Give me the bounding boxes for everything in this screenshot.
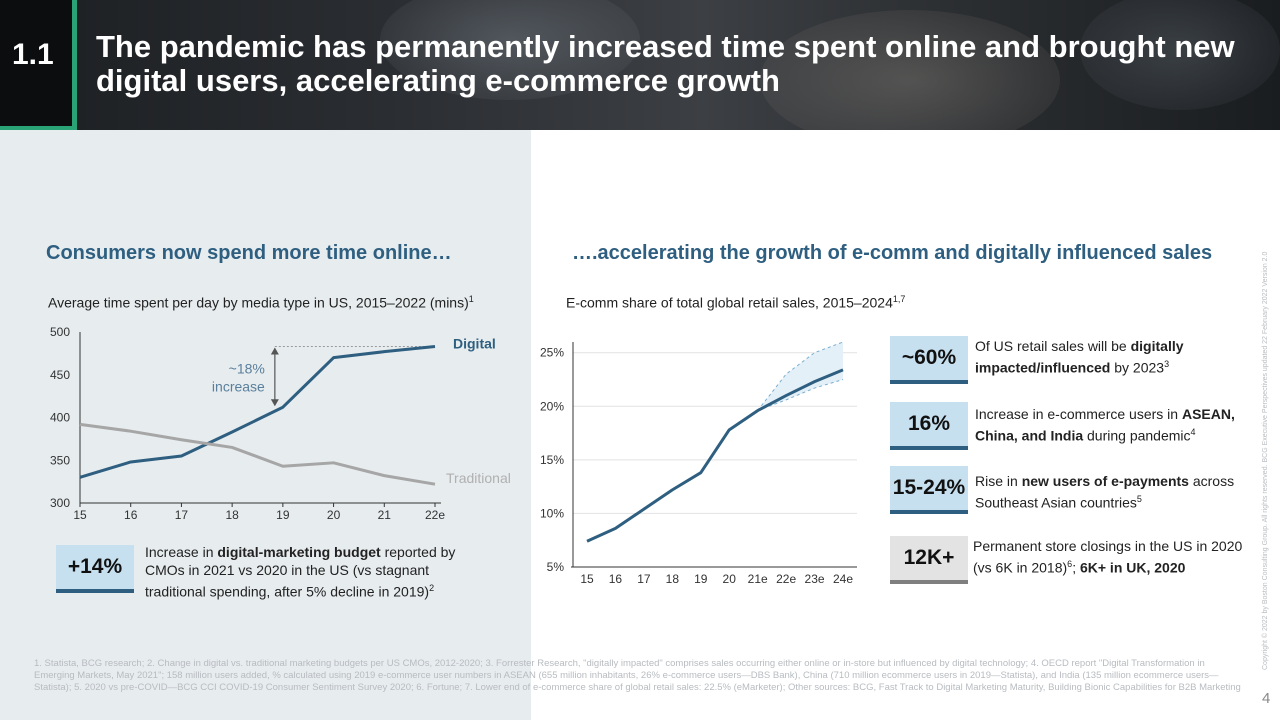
x-tick-label: 23e bbox=[805, 572, 825, 586]
stat-text-epayments: Rise in new users of e-payments across S… bbox=[975, 472, 1265, 512]
stat0-post: by 2023 bbox=[1110, 359, 1165, 376]
stat-box-ecommerce-users: 16% bbox=[890, 402, 968, 450]
x-tick-label: 21 bbox=[378, 508, 392, 522]
stat0-pre: Of US retail sales will be bbox=[975, 338, 1131, 354]
annotation-arrowhead-up bbox=[270, 347, 279, 355]
y-tick-label: 5% bbox=[547, 560, 565, 574]
annotation-text-line2: increase bbox=[212, 379, 265, 395]
left-chart-subtitle-text: Average time spent per day by media type… bbox=[48, 294, 469, 311]
y-tick-label: 450 bbox=[50, 368, 70, 382]
stat-box-marketing-budget: +14% bbox=[56, 545, 134, 593]
x-tick-label: 17 bbox=[637, 572, 651, 586]
footnotes: 1. Statista, BCG research; 2. Change in … bbox=[34, 658, 1241, 693]
y-tick-label: 20% bbox=[540, 399, 564, 413]
x-tick-label: 16 bbox=[124, 508, 138, 522]
x-tick-label: 22e bbox=[776, 572, 796, 586]
ecommerce-share-chart: 5% 10% 15% 20% 25% 15 16 17 18 19 20 21e 22e 23e 24e bbox=[540, 341, 857, 586]
annotation-text-line1: ~18% bbox=[229, 361, 265, 377]
stat-box-digital-influenced: ~60% bbox=[890, 336, 968, 384]
series-line-traditional bbox=[79, 422, 436, 486]
page-number: 4 bbox=[1262, 690, 1271, 707]
left-heading: Consumers now spend more time online… bbox=[46, 242, 452, 264]
page-title: The pandemic has permanently increased t… bbox=[96, 29, 1235, 98]
series-label-digital: Digital bbox=[453, 336, 496, 352]
header-banner: 1.1 The pandemic has permanently increas… bbox=[0, 0, 1280, 130]
y-tick-label: 15% bbox=[540, 453, 564, 467]
x-tick-label: 16 bbox=[609, 572, 623, 586]
time-spent-chart: 300 350 400 450 500 15 16 17 18 19 20 21 22e ~18% incr… bbox=[50, 325, 511, 522]
stat0-bold: digitally impacted/influenced bbox=[975, 338, 1184, 376]
stat-text-sup: 2 bbox=[429, 583, 435, 593]
stat0-sup: 3 bbox=[1164, 359, 1170, 369]
y-tick-label: 500 bbox=[50, 325, 70, 339]
x-tick-label: 20 bbox=[327, 508, 341, 522]
stat3-pre: Permanent store closings in the US in 20… bbox=[973, 538, 1243, 576]
stat-box-epayments: 15-24% bbox=[890, 466, 968, 514]
stat1-pre: Increase in e-commerce users in bbox=[975, 406, 1182, 422]
x-tick-label: 17 bbox=[175, 508, 189, 522]
x-tick-label: 15 bbox=[580, 572, 594, 586]
left-chart-subtitle-sup: 1 bbox=[468, 294, 474, 304]
forecast-band bbox=[757, 342, 843, 411]
stat3-mid: ; bbox=[1072, 559, 1080, 576]
stat-text-store-closings: Permanent store closings in the US in 20… bbox=[973, 537, 1263, 577]
x-tick-label: 15 bbox=[73, 508, 87, 522]
y-tick-label: 400 bbox=[50, 411, 70, 425]
background-photo-blur-2 bbox=[1080, 0, 1280, 110]
x-tick-label: 19 bbox=[276, 508, 290, 522]
x-tick-label: 18 bbox=[225, 508, 239, 522]
stat-text-digital-influenced: Of US retail sales will be digitally imp… bbox=[975, 337, 1265, 377]
stat-text-pre: Increase in bbox=[145, 544, 218, 560]
copyright-notice: Copyright © 2022 by Boston Consulting Gr… bbox=[1262, 251, 1269, 670]
x-tick-label: 19 bbox=[694, 572, 708, 586]
y-tick-label: 25% bbox=[540, 346, 564, 360]
y-tick-label: 350 bbox=[50, 453, 70, 467]
x-tick-label: 24e bbox=[833, 572, 853, 586]
stat-text-bold: digital-marketing budget bbox=[217, 544, 381, 560]
stat2-post: across Southeast Asian countries bbox=[975, 473, 1235, 511]
stat3-sup: 6 bbox=[1067, 559, 1073, 569]
series-line-digital bbox=[79, 345, 436, 479]
y-tick-label: 10% bbox=[540, 506, 564, 520]
section-number: 1.1 bbox=[12, 38, 54, 71]
annotation-arrowhead-down bbox=[270, 399, 279, 407]
y-tick-label: 300 bbox=[50, 496, 70, 510]
stat1-post: during pandemic bbox=[1083, 427, 1191, 444]
section-number-box: 1.1 bbox=[0, 0, 77, 130]
stat2-pre: Rise in bbox=[975, 473, 1022, 489]
stat-box-store-closings: 12K+ bbox=[890, 536, 968, 584]
stat3-bold: 6K+ in UK, 2020 bbox=[1079, 559, 1186, 576]
stat-text-ecommerce-users: Increase in e-commerce users in ASEAN, C… bbox=[975, 405, 1265, 445]
stat1-sup: 4 bbox=[1190, 427, 1196, 437]
right-chart-subtitle: E-comm share of total global retail sale… bbox=[566, 294, 905, 311]
stat2-sup: 5 bbox=[1136, 494, 1142, 504]
stat-text-marketing-budget: Increase in digital-marketing budget rep… bbox=[145, 543, 475, 601]
forecast-upper-bound bbox=[757, 341, 844, 411]
background-photo bbox=[380, 0, 640, 100]
series-label-traditional: Traditional bbox=[446, 470, 511, 486]
x-tick-label: 20 bbox=[723, 572, 737, 586]
right-heading: ….accelerating the growth of e-comm and … bbox=[572, 242, 1213, 264]
x-tick-label: 18 bbox=[666, 572, 680, 586]
x-tick-label: 22e bbox=[425, 508, 445, 522]
x-tick-label: 21e bbox=[748, 572, 768, 586]
stat1-bold: ASEAN, China, and India bbox=[975, 406, 1235, 444]
stat2-bold: new users of e-payments bbox=[1021, 473, 1189, 489]
left-chart-subtitle: Average time spent per day by media type… bbox=[48, 294, 474, 311]
background-photo-blur bbox=[760, 10, 1060, 130]
series-line-ecommerce-share bbox=[586, 368, 844, 543]
right-chart-subtitle-sup: 1,7 bbox=[892, 294, 906, 304]
right-chart-subtitle-text: E-comm share of total global retail sale… bbox=[566, 294, 893, 311]
stat-text-post: reported by CMOs in 2021 vs 2020 in the … bbox=[145, 544, 456, 600]
